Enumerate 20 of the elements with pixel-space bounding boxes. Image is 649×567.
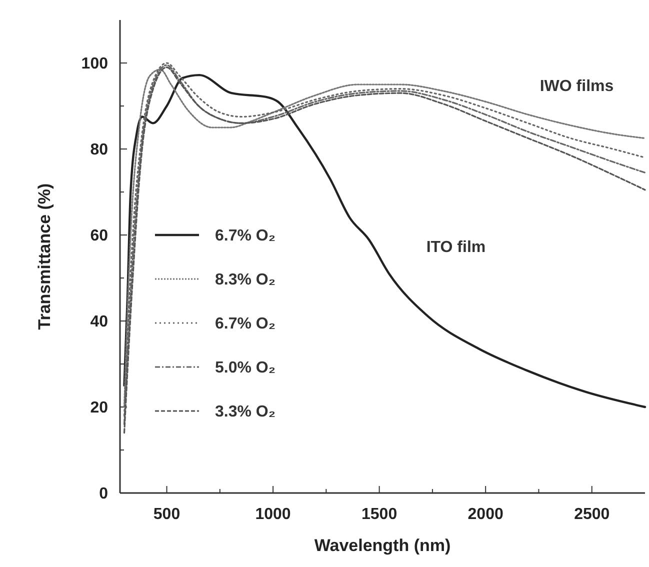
legend-label: 8.3% O₂ bbox=[215, 272, 276, 289]
x-tick-label: 1500 bbox=[362, 506, 398, 523]
y-axis-title: Transmittance (%) bbox=[35, 183, 54, 330]
x-axis-title: Wavelength (nm) bbox=[314, 536, 451, 555]
x-tick-label: 2500 bbox=[574, 506, 610, 523]
legend-label: 6.7% O₂ bbox=[215, 228, 276, 245]
annotation: IWO films bbox=[540, 78, 614, 95]
x-tick-label: 500 bbox=[153, 506, 180, 523]
legend-label: 5.0% O₂ bbox=[215, 360, 276, 377]
y-tick-label: 60 bbox=[90, 228, 108, 245]
x-tick-label: 1000 bbox=[255, 506, 291, 523]
annotation: ITO film bbox=[426, 238, 486, 256]
x-tick-label: 2000 bbox=[468, 506, 504, 523]
y-tick-label: 80 bbox=[90, 142, 108, 159]
y-tick-label: 0 bbox=[99, 486, 108, 503]
y-tick-label: 20 bbox=[90, 400, 108, 417]
legend-label: 6.7% O₂ bbox=[215, 316, 276, 333]
y-tick-label: 100 bbox=[81, 56, 108, 73]
y-tick-label: 40 bbox=[90, 314, 108, 331]
legend-label: 3.3% O₂ bbox=[215, 404, 276, 421]
